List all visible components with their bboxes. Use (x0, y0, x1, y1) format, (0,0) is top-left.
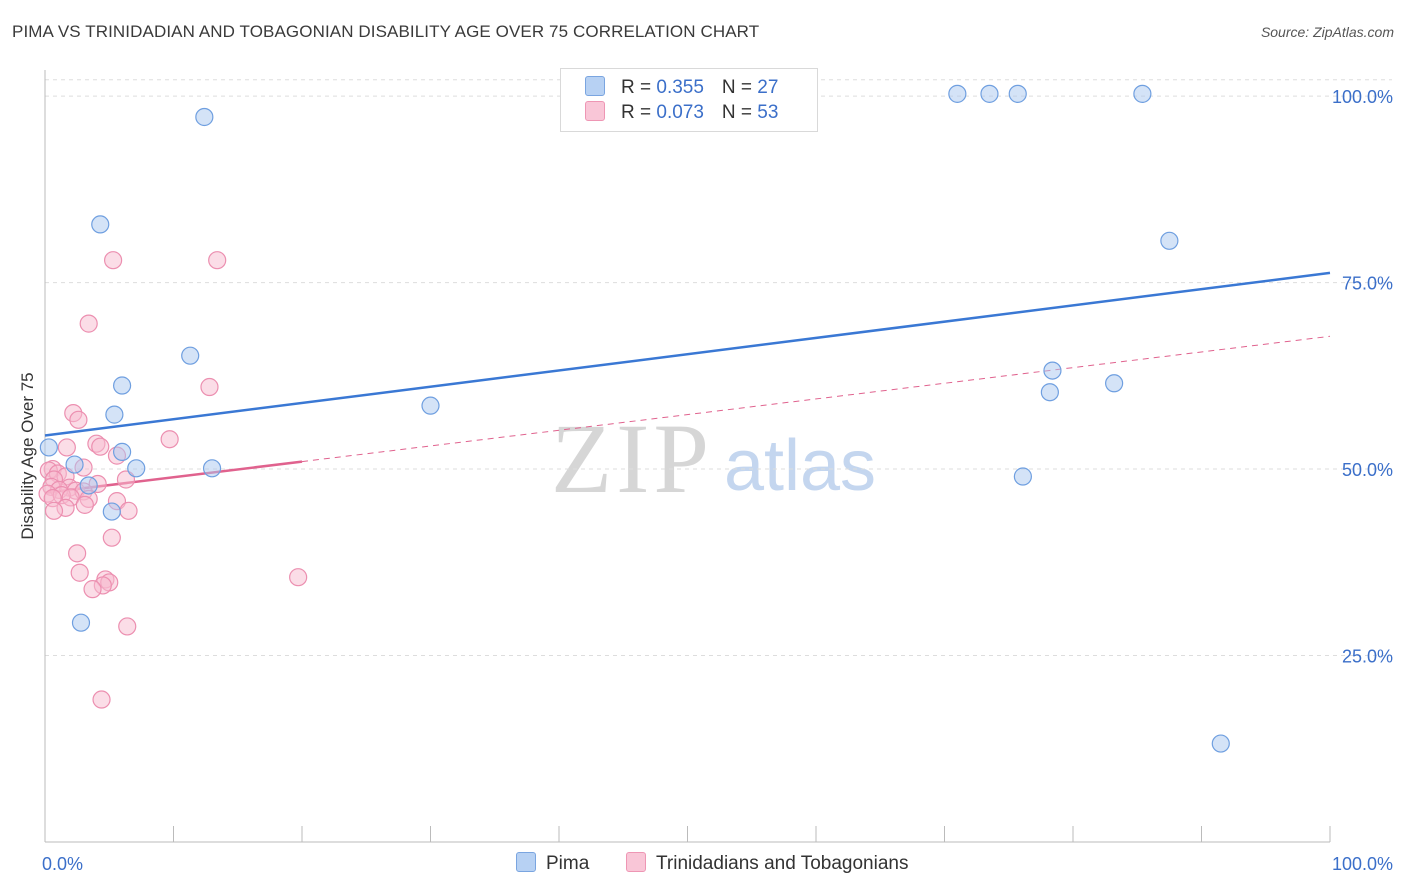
pima-trend-line (44, 271, 1331, 437)
pima-point (71, 613, 91, 632)
pima-point (91, 215, 110, 234)
legend-box: R = 0.355 N = 27 R = 0.073 N = 53 (560, 68, 818, 132)
trin-point (289, 568, 308, 587)
source-label: Source: ZipAtlas.com (1260, 24, 1394, 40)
pima-point (202, 459, 222, 478)
chart-title: PIMA VS TRINIDADIAN AND TOBAGONIAN DISAB… (12, 22, 760, 41)
pima-point (105, 405, 124, 424)
pima-point (980, 84, 999, 103)
pima-point (79, 476, 98, 495)
bottom-legend-swatch-trin (626, 852, 646, 872)
trin-point (119, 501, 138, 520)
watermark-atlas: atlas (724, 426, 876, 506)
legend-pima-n-label: N = (721, 77, 758, 98)
pima-point (102, 502, 121, 521)
legend-pima-n-value: 27 (757, 77, 779, 98)
pima-point (1043, 361, 1062, 380)
trin-point (68, 544, 87, 563)
pima-point (1008, 84, 1027, 103)
trin-point (92, 690, 111, 709)
legend-row-pima: R = 0.355 N = 27 (585, 76, 778, 102)
legend-swatch-pima (585, 76, 605, 96)
trin-point (70, 563, 89, 582)
legend-row-trin: R = 0.073 N = 53 (585, 101, 778, 127)
legend-pima-r-label: R = (621, 77, 657, 98)
pima-point (948, 84, 967, 103)
y-axis-title: Disability Age Over 75 (18, 372, 37, 539)
pima-point (1160, 231, 1179, 250)
pima-point (112, 442, 132, 461)
trin-point (57, 438, 76, 457)
watermark-zip: ZIP (551, 403, 713, 514)
legend-pima-r-value: 0.355 (656, 77, 704, 98)
y-tick-label: 50.0% (1342, 460, 1393, 480)
trin-point (44, 501, 64, 520)
trin-trend-line-extended (301, 335, 1331, 463)
x-tick-label: 0.0% (42, 854, 83, 874)
trin-point (69, 410, 88, 429)
trin-point (116, 470, 136, 489)
y-tick-label: 75.0% (1342, 274, 1393, 294)
trin-point (200, 377, 219, 397)
pima-point (1105, 374, 1124, 393)
pima-point (1013, 467, 1032, 486)
x-tick-label: 100.0% (1332, 854, 1393, 874)
pima-point (39, 438, 58, 457)
pima-point (1133, 84, 1152, 103)
pima-point (1211, 734, 1230, 753)
trin-point (91, 437, 110, 456)
legend-trin-n-value: 53 (757, 102, 779, 123)
trin-point (118, 617, 137, 636)
bottom-legend-pima-label: Pima (546, 853, 590, 874)
trin-point (75, 495, 94, 514)
pima-point (65, 455, 84, 474)
pima-point (195, 107, 214, 127)
bottom-legend-swatch-pima (516, 852, 536, 872)
bottom-legend-trin: Trinidadians and Tobagonians (626, 852, 908, 875)
bottom-legend-trin-label: Trinidadians and Tobagonians (656, 853, 909, 874)
trin-point (160, 430, 179, 449)
legend-swatch-trin (585, 101, 605, 121)
trin-point (79, 314, 98, 333)
trin-point (104, 251, 123, 270)
y-tick-label: 100.0% (1332, 87, 1393, 107)
legend-trin-r-value: 0.073 (656, 102, 704, 123)
pima-point (112, 376, 132, 395)
pima-point (421, 396, 440, 415)
bottom-legend-pima: Pima (516, 852, 589, 875)
pima-point (181, 346, 200, 365)
legend-trin-n-label: N = (721, 102, 758, 123)
y-tick-label: 25.0% (1342, 647, 1393, 667)
pima-point (127, 459, 146, 478)
trin-point (102, 528, 121, 547)
trin-point (208, 251, 227, 270)
pima-point (1040, 383, 1059, 402)
legend-trin-r-label: R = (621, 102, 657, 123)
trin-point (83, 580, 102, 599)
